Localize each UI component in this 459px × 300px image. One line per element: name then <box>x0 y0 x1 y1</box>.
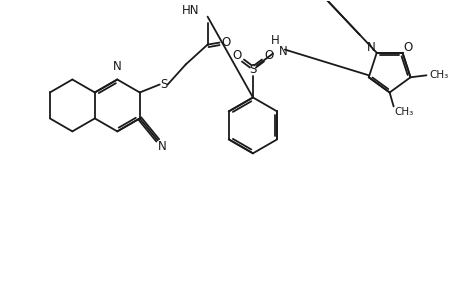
Text: O: O <box>220 36 230 49</box>
Text: S: S <box>160 78 167 91</box>
Text: N: N <box>158 140 167 153</box>
Text: N: N <box>278 45 286 58</box>
Text: N: N <box>112 59 121 73</box>
Text: O: O <box>402 41 411 54</box>
Text: O: O <box>264 49 273 62</box>
Text: CH₃: CH₃ <box>393 107 412 117</box>
Text: O: O <box>232 49 241 62</box>
Text: CH₃: CH₃ <box>429 70 448 80</box>
Text: S: S <box>249 63 256 76</box>
Text: H: H <box>270 34 279 46</box>
Text: HN: HN <box>182 4 199 16</box>
Text: N: N <box>367 41 375 54</box>
